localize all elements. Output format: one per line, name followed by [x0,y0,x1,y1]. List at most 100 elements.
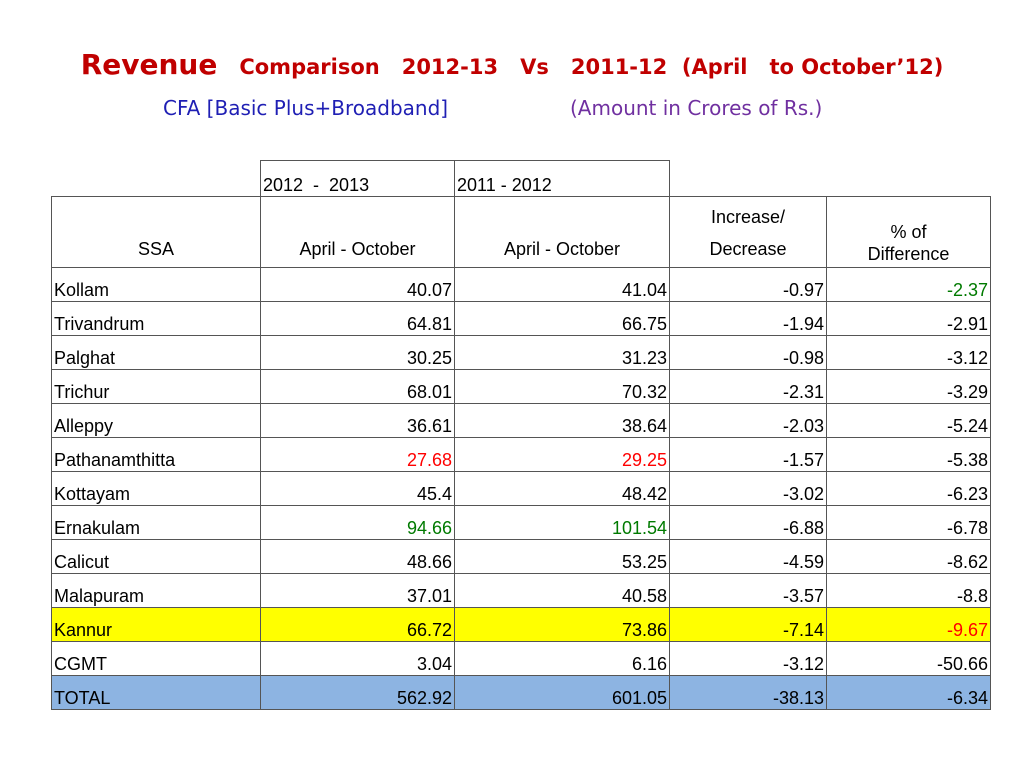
table-row: Kottayam 45.4 48.42 -3.02 -6.23 [51,471,991,506]
value-2012-cell: 45.4 [260,471,455,506]
header-ssa: SSA [51,196,261,268]
difference-cell: -2.31 [669,369,827,404]
value-2012-cell: 48.66 [260,539,455,574]
difference-cell: -3.57 [669,573,827,608]
table-row: Palghat 30.25 31.23 -0.98 -3.12 [51,335,991,370]
slide-subtitle: CFA [Basic Plus+Broadband] (Amount in Cr… [0,96,1024,126]
header-increase-decrease: Increase/Decrease [669,196,827,268]
subtitle-amount: (Amount in Crores of Rs.) [570,96,823,120]
revenue-table: 2012 - 2013 2011 - 2012 SSA April - Octo… [51,160,991,710]
ssa-cell: Malapuram [51,573,261,608]
value-2012-cell: 30.25 [260,335,455,370]
slide-title: Revenue Comparison 2012-13 Vs 2011-12 (April… [0,48,1024,81]
value-2011-cell: 6.16 [454,641,670,676]
difference-cell: -1.94 [669,301,827,336]
percent-cell: -6.78 [826,505,991,540]
table-row: Trivandrum 64.81 66.75 -1.94 -2.91 [51,301,991,336]
header-decrease-label: Decrease [709,239,787,259]
percent-cell: -5.24 [826,403,991,438]
percent-cell: -9.67 [826,607,991,642]
value-2011-cell: 40.58 [454,573,670,608]
title-year2: 2011-12 [570,55,668,79]
total-row: TOTAL 562.92 601.05 -38.13 -6.34 [51,675,991,710]
difference-cell: -6.88 [669,505,827,540]
column-header-row: SSA April - October April - October Incr… [51,196,991,268]
value-2012-cell: 40.07 [260,267,455,302]
difference-cell: -7.14 [669,607,827,642]
difference-cell: -1.57 [669,437,827,472]
ssa-cell: Calicut [51,539,261,574]
percent-cell: -8.8 [826,573,991,608]
value-2012-cell: 37.01 [260,573,455,608]
table-row: Malapuram 37.01 40.58 -3.57 -8.8 [51,573,991,608]
difference-cell: -0.97 [669,267,827,302]
ssa-cell: Kottayam [51,471,261,506]
header-pct-label: % of [890,222,927,242]
value-2011-cell: 73.86 [454,607,670,642]
percent-cell: -3.12 [826,335,991,370]
table-row: Pathanamthitta 27.68 29.25 -1.57 -5.38 [51,437,991,472]
title-vs: Vs [520,55,549,79]
title-period: (April to October’12) [681,55,944,79]
title-comparison: Comparison [239,55,380,79]
percent-cell: -50.66 [826,641,991,676]
percent-cell: -3.29 [826,369,991,404]
table-row: CGMT 3.04 6.16 -3.12 -50.66 [51,641,991,676]
ssa-cell: Kannur [51,607,261,642]
title-revenue: Revenue [80,48,218,81]
difference-cell: -0.98 [669,335,827,370]
value-2011-cell: 66.75 [454,301,670,336]
value-2011-cell: 70.32 [454,369,670,404]
value-2011-cell: 29.25 [454,437,670,472]
header-col1: April - October [260,196,455,268]
header-col2: April - October [454,196,670,268]
table-row: Calicut 48.66 53.25 -4.59 -8.62 [51,539,991,574]
value-2011-cell: 41.04 [454,267,670,302]
ssa-cell: Trichur [51,369,261,404]
percent-cell: -8.62 [826,539,991,574]
table-row: Kollam 40.07 41.04 -0.97 -2.37 [51,267,991,302]
table-row: Ernakulam 94.66 101.54 -6.88 -6.78 [51,505,991,540]
year-header-2011: 2011 - 2012 [454,160,670,197]
value-2011-cell: 48.42 [454,471,670,506]
total-2011-cell: 601.05 [454,675,670,710]
percent-cell: -5.38 [826,437,991,472]
value-2012-cell: 94.66 [260,505,455,540]
ssa-cell: Kollam [51,267,261,302]
ssa-cell: Alleppy [51,403,261,438]
subtitle-cfa: CFA [Basic Plus+Broadband] [163,96,449,120]
percent-cell: -6.23 [826,471,991,506]
header-increase-label: Increase/ [710,207,786,227]
title-year1: 2012-13 [401,55,499,79]
value-2011-cell: 38.64 [454,403,670,438]
table-row: Alleppy 36.61 38.64 -2.03 -5.24 [51,403,991,438]
table-row: Kannur 66.72 73.86 -7.14 -9.67 [51,607,991,642]
ssa-cell: CGMT [51,641,261,676]
value-2011-cell: 101.54 [454,505,670,540]
percent-cell: -2.91 [826,301,991,336]
total-percent-cell: -6.34 [826,675,991,710]
value-2012-cell: 68.01 [260,369,455,404]
value-2012-cell: 64.81 [260,301,455,336]
value-2012-cell: 36.61 [260,403,455,438]
value-2011-cell: 53.25 [454,539,670,574]
year-header-2012: 2012 - 2013 [260,160,455,197]
ssa-cell: Palghat [51,335,261,370]
value-2011-cell: 31.23 [454,335,670,370]
ssa-cell: Ernakulam [51,505,261,540]
percent-cell: -2.37 [826,267,991,302]
total-difference-cell: -38.13 [669,675,827,710]
difference-cell: -3.02 [669,471,827,506]
ssa-cell: Pathanamthitta [51,437,261,472]
difference-cell: -2.03 [669,403,827,438]
value-2012-cell: 27.68 [260,437,455,472]
total-label: TOTAL [51,675,261,710]
difference-cell: -4.59 [669,539,827,574]
header-pct-difference: % of Difference [826,196,991,268]
total-2012-cell: 562.92 [260,675,455,710]
header-difference-label: Difference [867,244,950,264]
table-row: Trichur 68.01 70.32 -2.31 -3.29 [51,369,991,404]
value-2012-cell: 66.72 [260,607,455,642]
year-header-row: 2012 - 2013 2011 - 2012 [52,160,991,197]
value-2012-cell: 3.04 [260,641,455,676]
